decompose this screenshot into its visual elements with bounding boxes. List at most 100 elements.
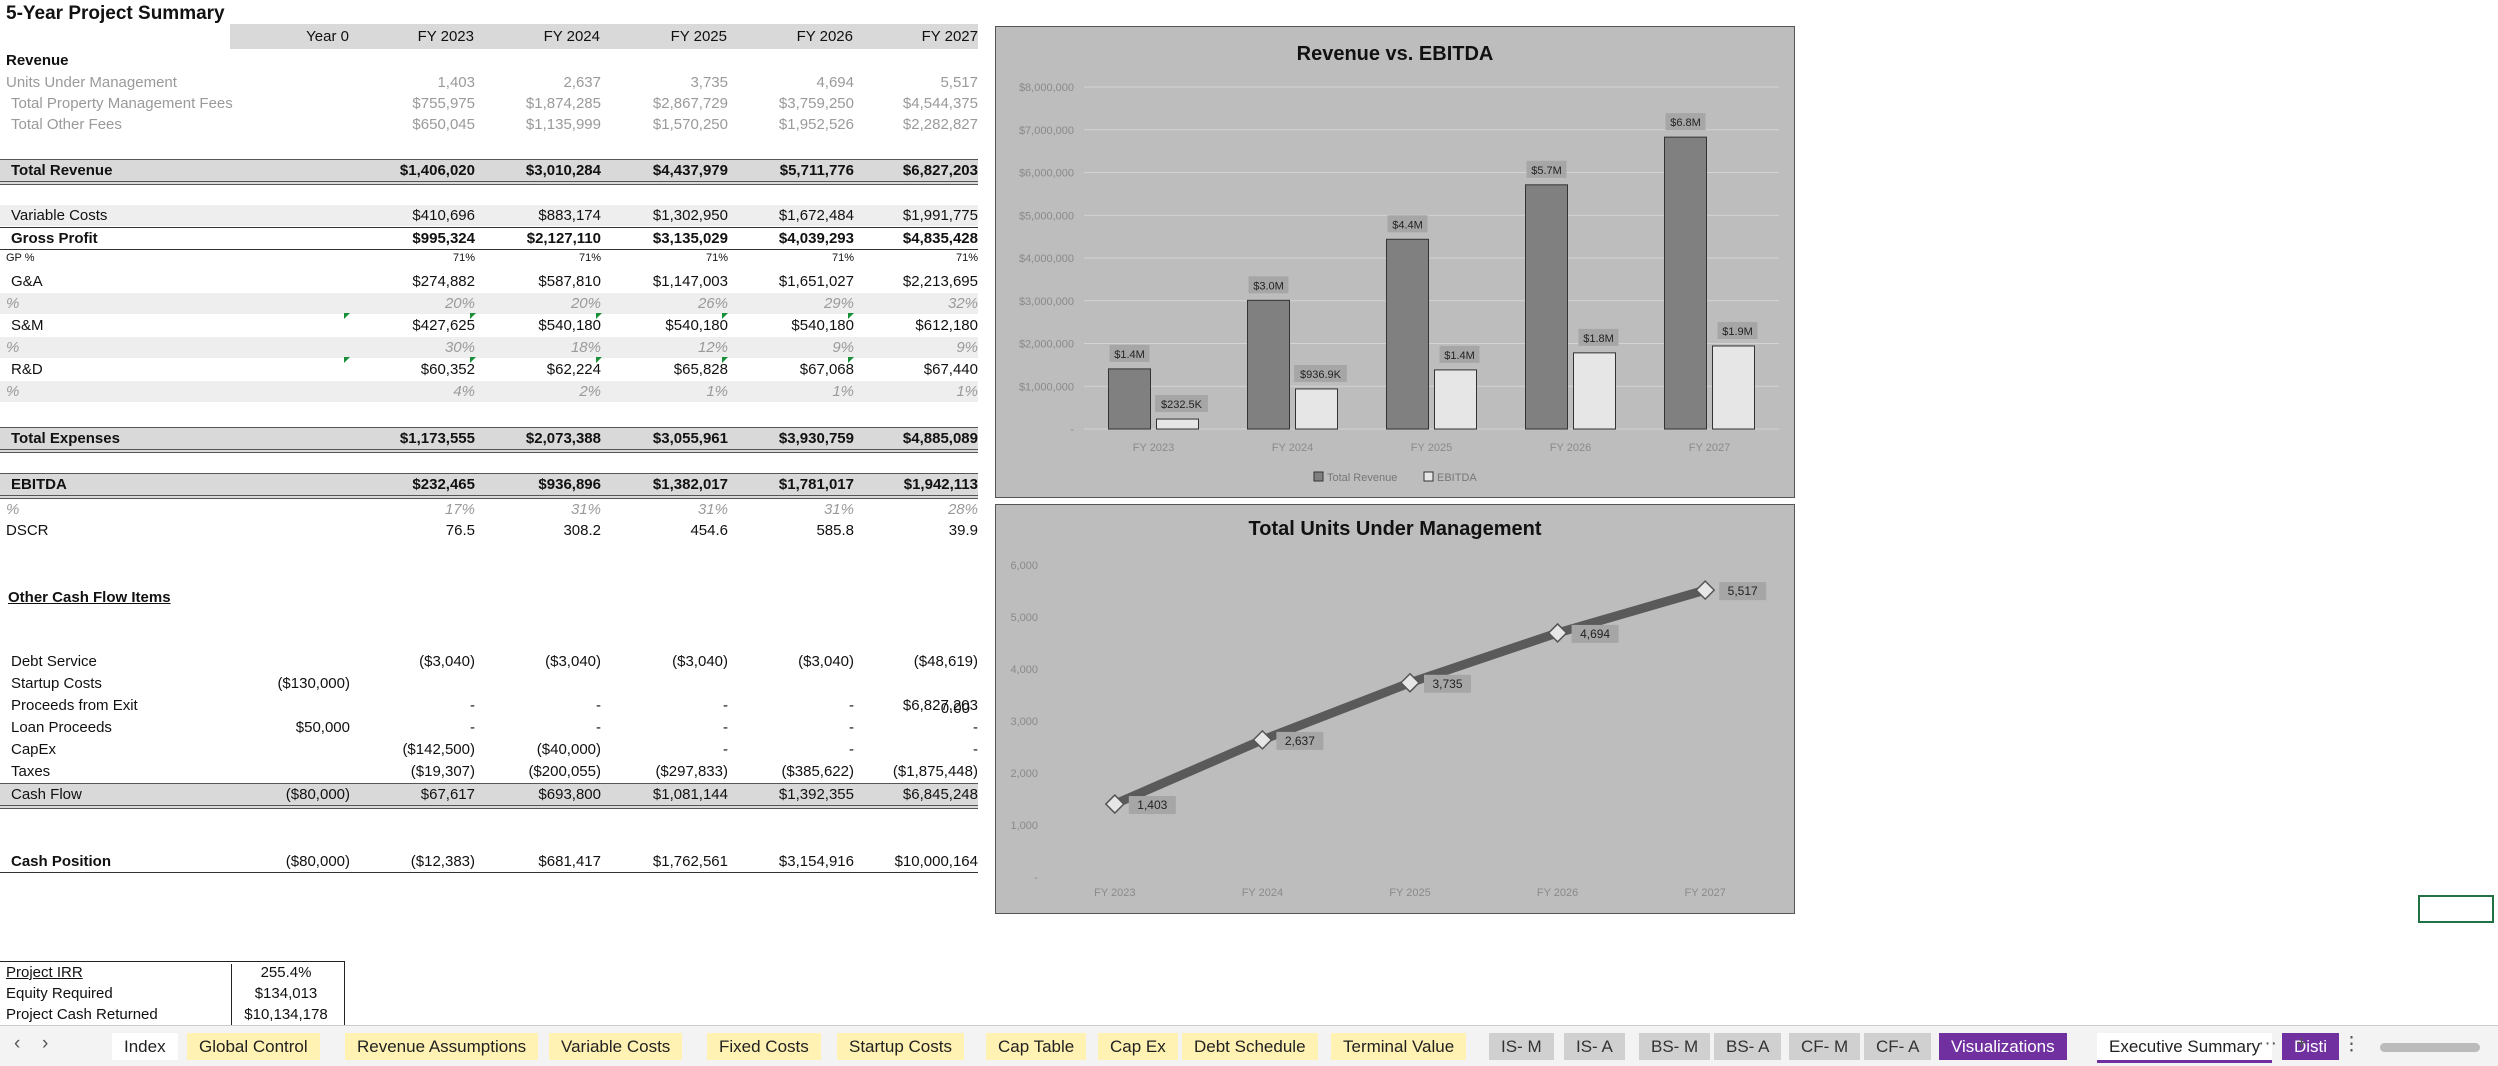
- cell-value[interactable]: 39.9: [948, 522, 978, 539]
- row-label[interactable]: Debt Service: [11, 653, 97, 670]
- cell-value[interactable]: 12%: [697, 339, 728, 356]
- cell-value[interactable]: 9%: [832, 339, 854, 356]
- cell-value[interactable]: -: [723, 719, 728, 736]
- cell-value[interactable]: ($1,875,448): [892, 763, 978, 780]
- prev-sheet-icon[interactable]: ‹: [14, 1033, 21, 1054]
- cell-value[interactable]: $62,224: [546, 361, 601, 378]
- cell-value[interactable]: $2,867,729: [652, 95, 728, 112]
- row-label[interactable]: Taxes: [11, 763, 51, 780]
- cell-value[interactable]: $3,759,250: [778, 95, 854, 112]
- sheet-tab-cf-a[interactable]: CF- A: [1864, 1033, 1932, 1060]
- cell-value[interactable]: 585.8: [816, 522, 854, 539]
- cell-value[interactable]: 26%: [697, 295, 728, 312]
- add-sheet-icon[interactable]: +: [2296, 1033, 2308, 1054]
- row-label[interactable]: %: [6, 383, 20, 400]
- cell-value[interactable]: $693,800: [538, 786, 601, 803]
- row-label[interactable]: Cash Flow: [11, 786, 82, 803]
- sheet-tab-index[interactable]: Index: [112, 1033, 178, 1060]
- row-label[interactable]: %: [6, 339, 20, 356]
- cell-value[interactable]: $1,781,017: [778, 476, 854, 493]
- sheet-tab-revenue-assumptions[interactable]: Revenue Assumptions: [345, 1033, 539, 1060]
- cell-value[interactable]: ($19,307): [410, 763, 475, 780]
- cell-value[interactable]: $1,135,999: [525, 116, 601, 133]
- cell-value[interactable]: ($3,040): [419, 653, 475, 670]
- cell-value[interactable]: ($48,619): [913, 653, 978, 670]
- cell-value[interactable]: 71%: [955, 252, 978, 264]
- cell-value[interactable]: $1,942,113: [903, 476, 978, 493]
- cell-value[interactable]: 71%: [705, 252, 728, 264]
- cell-value[interactable]: ($3,040): [672, 653, 728, 670]
- cell-value[interactable]: $936,896: [538, 476, 601, 493]
- sheet-tab-cap-ex[interactable]: Cap Ex: [1098, 1033, 1178, 1060]
- cell-value[interactable]: $2,073,388: [525, 430, 601, 447]
- sheet-tab-global-control[interactable]: Global Control: [187, 1033, 320, 1060]
- cell-value[interactable]: 32%: [947, 295, 978, 312]
- worksheet[interactable]: 5-Year Project Summary Year 0 FY 2023 FY…: [0, 0, 2498, 1028]
- sheet-tab-bs-m[interactable]: BS- M: [1639, 1033, 1711, 1060]
- cell-value[interactable]: $1,081,144: [652, 786, 728, 803]
- revenue-bar[interactable]: [1108, 368, 1151, 430]
- row-label[interactable]: EBITDA: [11, 476, 67, 493]
- data-point[interactable]: [1695, 580, 1716, 601]
- cell-value[interactable]: 5,517: [940, 74, 978, 91]
- cell-value[interactable]: -: [849, 741, 854, 758]
- cell-value[interactable]: $540,180: [538, 317, 601, 334]
- cell-value[interactable]: $4,835,428: [902, 230, 978, 247]
- data-point[interactable]: [1399, 672, 1421, 693]
- cell-value[interactable]: $10,000,164: [894, 853, 978, 870]
- cell-value[interactable]: 17%: [444, 501, 475, 518]
- cell-value[interactable]: 9%: [956, 339, 978, 356]
- cell-value[interactable]: $427,625: [412, 317, 475, 334]
- row-label[interactable]: G&A: [11, 273, 43, 290]
- cell-value[interactable]: $755,975: [412, 95, 475, 112]
- cell-value[interactable]: $3,010,284: [525, 162, 601, 179]
- cell-value[interactable]: $1,874,285: [525, 95, 601, 112]
- cell-value[interactable]: ($3,040): [798, 653, 854, 670]
- cell-value[interactable]: $1,382,017: [652, 476, 728, 493]
- cell-value[interactable]: 3,735: [690, 74, 728, 91]
- sheet-tab-is-m[interactable]: IS- M: [1489, 1033, 1554, 1060]
- cell-value[interactable]: ($12,383): [410, 853, 475, 870]
- formula-warning-indicator[interactable]: [344, 313, 350, 319]
- sheet-tab-cap-table[interactable]: Cap Table: [986, 1033, 1087, 1060]
- cell-value[interactable]: $5,711,776: [779, 162, 854, 179]
- cell-value[interactable]: $2,282,827: [902, 116, 978, 133]
- selected-cell[interactable]: [2418, 895, 2494, 923]
- row-label[interactable]: Total Expenses: [11, 430, 120, 447]
- cell-value[interactable]: -: [973, 719, 978, 736]
- cell-value[interactable]: $4,039,293: [778, 230, 854, 247]
- cell-value[interactable]: 20%: [570, 295, 601, 312]
- sheet-tab-debt-schedule[interactable]: Debt Schedule: [1182, 1033, 1318, 1060]
- cell-value[interactable]: $6,827,203: [902, 697, 978, 714]
- sheet-tab-disti[interactable]: Disti: [2282, 1033, 2340, 1060]
- row-label[interactable]: DSCR: [6, 522, 49, 539]
- cell-value[interactable]: $3,135,029: [652, 230, 728, 247]
- cell-value[interactable]: 76.5: [445, 522, 475, 539]
- cell-value[interactable]: $6,827,203: [902, 162, 978, 179]
- data-point[interactable]: [1547, 622, 1568, 643]
- revenue-bar[interactable]: [1664, 136, 1707, 430]
- cell-value[interactable]: $410,696: [412, 207, 475, 224]
- cell-value[interactable]: ($3,040): [545, 653, 601, 670]
- row-label[interactable]: Total Other Fees: [11, 116, 122, 133]
- sheet-tab-cf-m[interactable]: CF- M: [1789, 1033, 1861, 1060]
- cell-value[interactable]: $995,324: [412, 230, 475, 247]
- formula-warning-indicator[interactable]: [722, 313, 728, 319]
- next-sheet-icon[interactable]: ›: [42, 1033, 49, 1054]
- cell-value[interactable]: $1,952,526: [778, 116, 854, 133]
- ebitda-bar[interactable]: [1156, 418, 1199, 430]
- cell-value[interactable]: ($40,000): [536, 741, 601, 758]
- cell-value[interactable]: 71%: [831, 252, 854, 264]
- cell-value[interactable]: -: [723, 741, 728, 758]
- cell-value[interactable]: 31%: [570, 501, 601, 518]
- cell-value[interactable]: $1,570,250: [652, 116, 728, 133]
- cell-value[interactable]: 1,403: [437, 74, 475, 91]
- cell-value[interactable]: 31%: [697, 501, 728, 518]
- formula-warning-indicator[interactable]: [848, 357, 854, 363]
- row-label[interactable]: R&D: [11, 361, 43, 378]
- cell-value[interactable]: $1,406,020: [399, 162, 475, 179]
- cell-value[interactable]: $540,180: [665, 317, 728, 334]
- row-label[interactable]: Gross Profit: [11, 230, 98, 247]
- row-label[interactable]: Variable Costs: [11, 207, 108, 224]
- cell-value[interactable]: $67,068: [799, 361, 854, 378]
